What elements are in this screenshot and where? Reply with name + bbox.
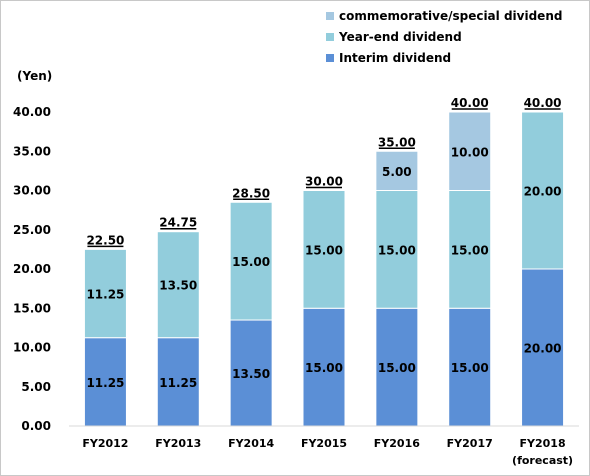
- y-tick-label: 0.00: [21, 419, 51, 433]
- y-tick-label: 15.00: [13, 301, 51, 315]
- x-category-label: FY2016: [374, 437, 420, 450]
- bar-segment-label: 15.00: [305, 361, 343, 375]
- y-tick-label: 25.00: [13, 223, 51, 237]
- bar-segment: [302, 190, 346, 309]
- x-category-label: FY2018: [520, 437, 566, 450]
- bar-segment: [521, 111, 565, 270]
- legend-label: Interim dividend: [339, 51, 451, 65]
- bar-segment-label: 15.00: [305, 243, 343, 257]
- bar-segment-label: 15.00: [378, 361, 416, 375]
- bar-segment-label: 15.00: [232, 255, 270, 269]
- bar-total-label: 35.00: [378, 135, 416, 149]
- bar-segment: [448, 111, 492, 191]
- bar-segment: [448, 307, 492, 427]
- x-category-label: FY2012: [82, 437, 128, 450]
- bar-segment-label: 5.00: [382, 165, 412, 179]
- bar-segment: [229, 201, 273, 321]
- bar-segment: [83, 248, 127, 339]
- x-category-label: FY2014: [228, 437, 274, 450]
- bar-total-label: 24.75: [159, 216, 197, 230]
- x-category-label: FY2015: [301, 437, 347, 450]
- y-tick-label: 35.00: [13, 144, 51, 158]
- bar-segment-label: 20.00: [524, 342, 562, 356]
- y-tick-label: 30.00: [13, 184, 51, 198]
- bar-total-label: 30.00: [305, 175, 343, 189]
- y-tick-label: 40.00: [13, 105, 51, 119]
- legend-swatch: [326, 12, 334, 20]
- bar-total-label: 22.50: [86, 233, 124, 247]
- bar-total-label: 40.00: [524, 96, 562, 110]
- x-category-label: FY2017: [447, 437, 493, 450]
- bar-segment: [156, 231, 200, 339]
- legend-swatch: [326, 54, 334, 62]
- bar-segment: [521, 268, 565, 427]
- bar-segment-label: 13.50: [159, 279, 197, 293]
- bar-segment: [229, 319, 273, 427]
- bar-segment: [302, 307, 346, 427]
- bar-segment-label: 15.00: [378, 243, 416, 257]
- x-category-label: FY2013: [155, 437, 201, 450]
- legend-label: commemorative/special dividend: [339, 9, 562, 23]
- bar-segment-label: 11.25: [86, 376, 124, 390]
- bar-segment: [375, 150, 419, 191]
- legend-label: Year-end dividend: [338, 30, 462, 44]
- bar-total-label: 40.00: [451, 96, 489, 110]
- bar-segment-label: 13.50: [232, 367, 270, 381]
- bar-segment-label: 15.00: [451, 243, 489, 257]
- y-tick-label: 5.00: [21, 380, 51, 394]
- bar-total-label: 28.50: [232, 186, 270, 200]
- bar-segment: [375, 307, 419, 427]
- bar-segment: [83, 337, 127, 427]
- bar-segment-label: 10.00: [451, 145, 489, 159]
- y-axis-unit-label: (Yen): [17, 69, 52, 83]
- bar-segment: [448, 190, 492, 309]
- x-category-note: (forecast): [512, 454, 573, 467]
- legend-swatch: [326, 33, 334, 41]
- bar-segment-label: 20.00: [524, 185, 562, 199]
- bar-segment-label: 11.25: [159, 376, 197, 390]
- y-tick-label: 10.00: [13, 341, 51, 355]
- bar-segment-label: 15.00: [451, 361, 489, 375]
- bar-segment-label: 11.25: [86, 288, 124, 302]
- y-tick-label: 20.00: [13, 262, 51, 276]
